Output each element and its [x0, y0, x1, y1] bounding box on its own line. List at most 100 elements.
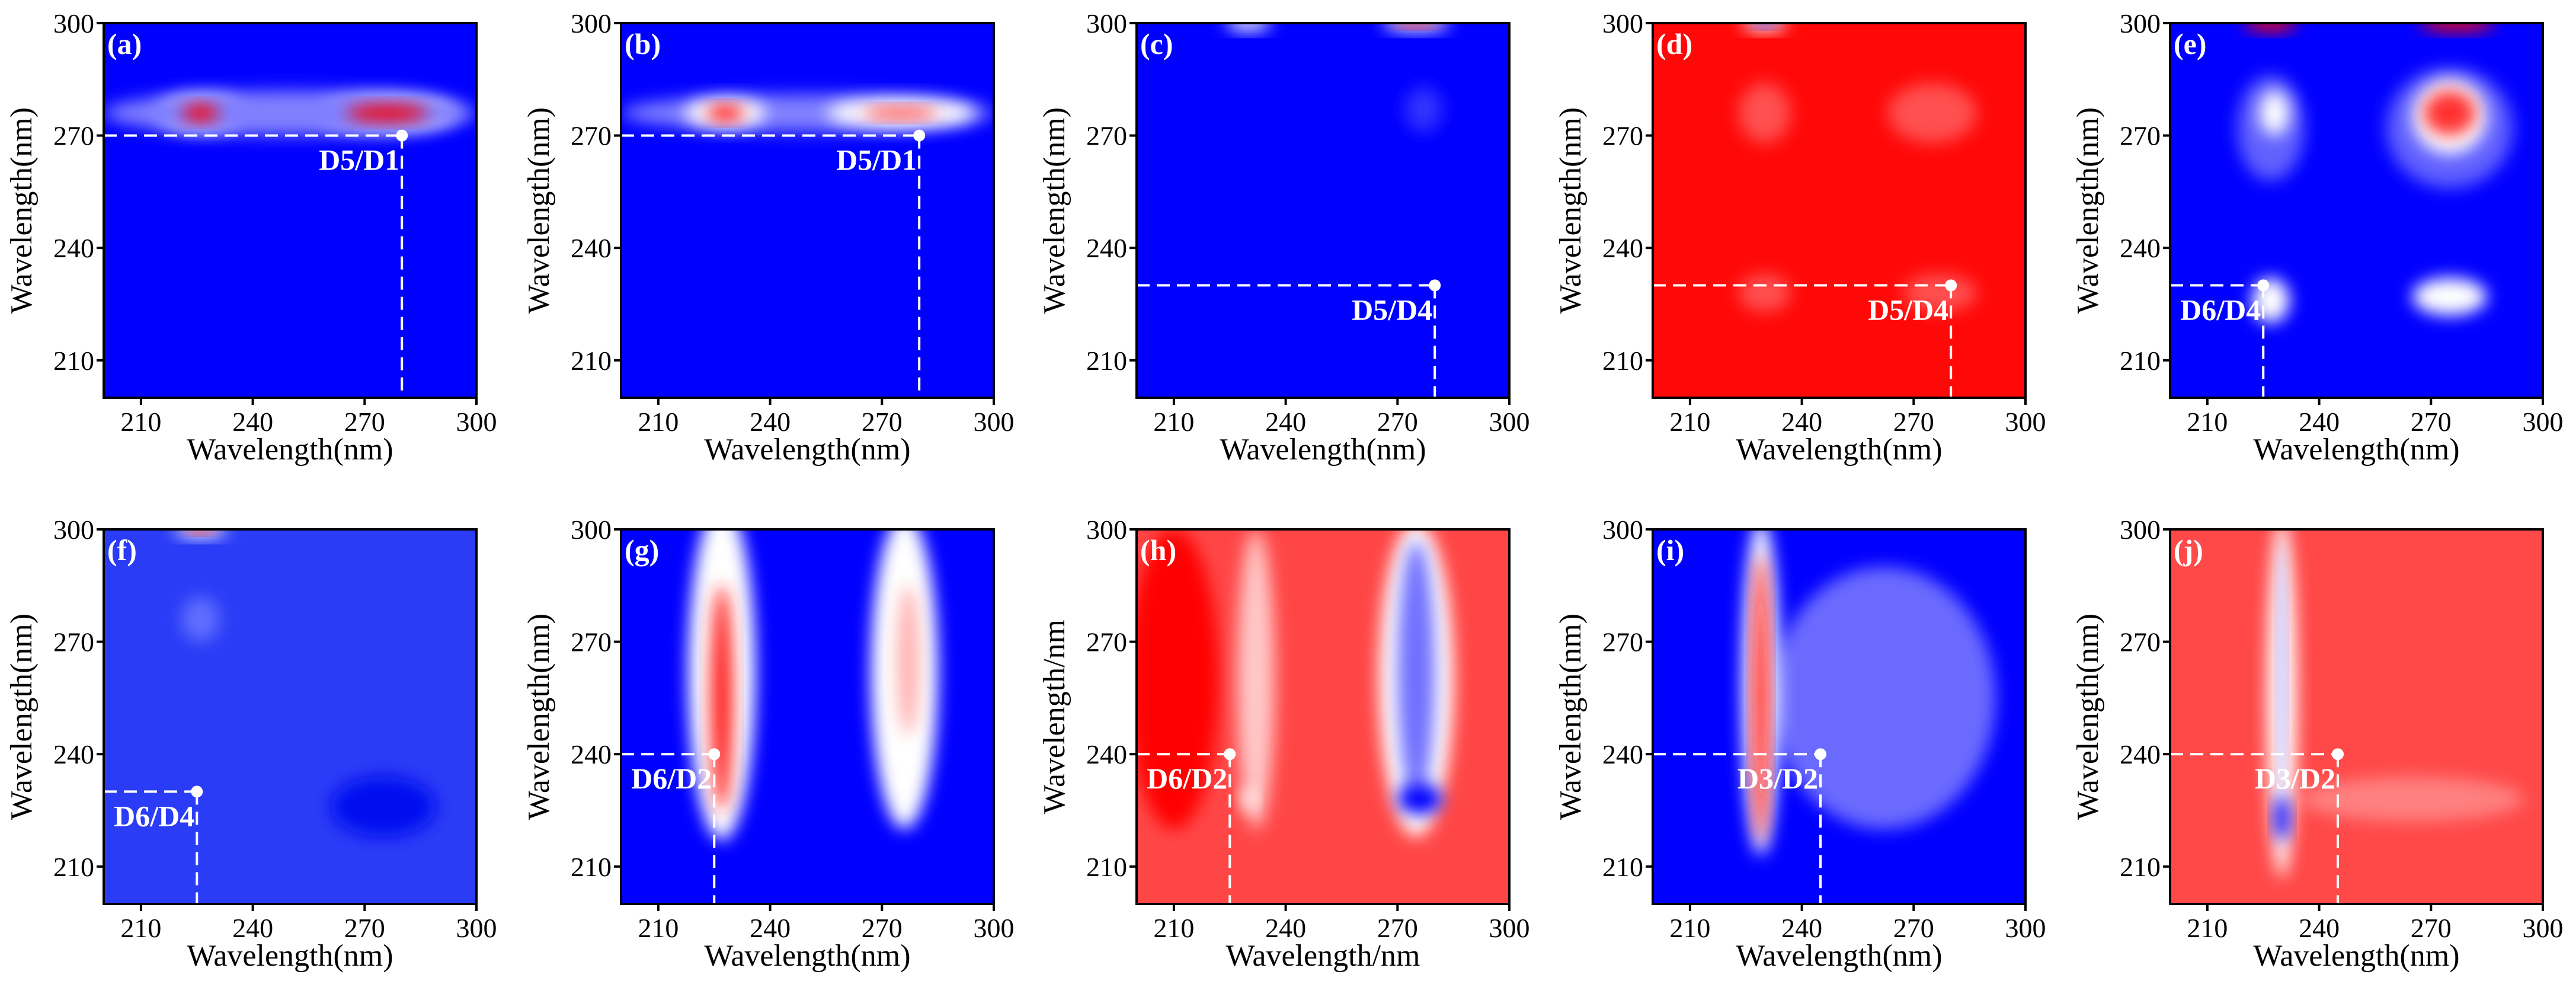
heatmap-feature	[706, 106, 744, 121]
panel-label: (f)	[107, 534, 137, 567]
x-axis-label: Wavelength(nm)	[1736, 433, 1942, 467]
y-axis-label: Wavelength(nm)	[1554, 107, 1588, 314]
plot-frame	[1652, 528, 2027, 905]
y-axis-label: Wavelength(nm)	[5, 107, 39, 314]
heatmap-feature	[2278, 540, 2286, 803]
x-tick-label: 210	[120, 407, 161, 437]
y-tick-label: 210	[53, 852, 94, 882]
x-tick-label: 240	[1781, 407, 1822, 437]
plot-area: D3/D2 (i)	[1653, 529, 2025, 904]
panel-label: (c)	[1140, 27, 1173, 60]
x-tick-label: 300	[2523, 407, 2564, 437]
x-tick-label: 240	[232, 913, 273, 943]
x-axis-label: Wavelength(nm)	[2253, 433, 2459, 467]
marker-label: D6/D2	[631, 762, 712, 795]
x-tick-label: 240	[2299, 913, 2340, 943]
plot-frame	[1135, 528, 1511, 905]
y-tick-label: 210	[1086, 346, 1127, 376]
plot-area: D3/D2 (j)	[2170, 529, 2543, 904]
marker-label: D3/D2	[2255, 762, 2335, 795]
x-tick-label: 210	[2187, 407, 2228, 437]
y-tick-label: 240	[2120, 739, 2161, 769]
marker-label: D6/D2	[1147, 762, 1227, 795]
y-tick-label: 270	[2120, 627, 2161, 657]
panel-c: D5/D4 (c) 210 240 270 300 210 240 270 300 Waveleng…	[1038, 8, 1530, 467]
x-tick-label: 210	[1153, 407, 1194, 437]
y-axis-label: Wavelength(nm)	[2071, 107, 2105, 314]
y-tick-label: 300	[2120, 8, 2161, 39]
heatmap-feature	[2412, 277, 2487, 315]
panel-label: (h)	[1140, 534, 1176, 567]
y-tick-label: 300	[571, 8, 612, 39]
x-tick-label: 300	[974, 913, 1015, 943]
heatmap-feature	[182, 596, 219, 642]
x-tick-label: 210	[638, 407, 679, 437]
heatmap-background	[621, 529, 994, 904]
panel-b: D5/D1 (b) 210 240 270 300 210 240 270 300 Waveleng…	[522, 8, 1015, 467]
heatmap-background	[104, 529, 476, 904]
heatmap-feature	[2244, 23, 2297, 31]
x-tick-label: 300	[2005, 407, 2046, 437]
x-tick-label: 300	[456, 913, 497, 943]
x-tick-label: 240	[2299, 407, 2340, 437]
heatmap-background	[1653, 23, 2025, 398]
plot-area: D5/D4 (d)	[1653, 23, 2025, 398]
heatmap-background	[2170, 23, 2543, 398]
heatmap-feature	[1241, 788, 1256, 811]
panel-label: (i)	[1656, 534, 1684, 567]
panel-label: (b)	[625, 27, 661, 60]
marker-point	[396, 129, 408, 142]
panel-g: D6/D2 (g) 210 240 270 300 210 240 270 300 Waveleng…	[522, 515, 1015, 973]
y-tick-label: 270	[571, 627, 612, 657]
x-tick-label: 270	[2411, 407, 2452, 437]
heatmap-feature	[1225, 23, 1271, 31]
y-tick-label: 210	[1602, 346, 1643, 376]
x-tick-label: 270	[1893, 407, 1934, 437]
marker-label: D5/D1	[836, 143, 917, 177]
heatmap-feature	[1237, 529, 1275, 829]
x-tick-label: 270	[1893, 913, 1934, 943]
plot-frame	[103, 22, 478, 399]
x-tick-label: 210	[638, 913, 679, 943]
x-axis-label: Wavelength(nm)	[187, 433, 393, 467]
marker-point	[191, 785, 203, 798]
marker-point	[1224, 748, 1236, 761]
x-axis-label: Wavelength(nm)	[1736, 939, 1942, 973]
heatmap-feature	[2300, 777, 2524, 822]
y-tick-label: 270	[1602, 627, 1643, 657]
marker-point	[1429, 279, 1441, 292]
y-tick-label: 270	[53, 627, 94, 657]
heatmap-feature	[897, 585, 920, 736]
y-tick-label: 210	[53, 346, 94, 376]
y-tick-label: 300	[2120, 515, 2161, 545]
y-tick-label: 210	[571, 852, 612, 882]
plot-area: D6/D4 (f)	[104, 529, 476, 904]
x-tick-label: 270	[862, 407, 903, 437]
plot-frame	[103, 528, 478, 905]
marker-point	[2332, 748, 2344, 761]
y-axis-label: Wavelength(nm)	[1038, 107, 1071, 314]
heatmap-background	[104, 23, 476, 398]
marker-label: D6/D4	[114, 799, 194, 832]
x-tick-label: 210	[1153, 913, 1194, 943]
plot-frame	[2169, 22, 2544, 399]
y-axis-label: Wavelength(nm)	[522, 614, 556, 820]
marker-point	[913, 129, 926, 142]
y-axis-label: Wavelength(nm)	[5, 614, 39, 820]
panel-label: (d)	[1656, 27, 1692, 60]
x-axis-label: Wavelength(nm)	[187, 939, 393, 973]
plot-area: D5/D1 (a)	[104, 23, 476, 398]
y-tick-label: 240	[1086, 739, 1127, 769]
y-tick-label: 210	[1086, 852, 1127, 882]
heatmap-feature	[2274, 795, 2290, 841]
heatmap-feature	[1404, 87, 1442, 132]
x-tick-label: 240	[750, 407, 791, 437]
marker-label: D5/D4	[1868, 293, 1948, 326]
panel-i: D3/D2 (i) 210 240 270 300 210 240 270 300 Waveleng…	[1554, 515, 2046, 973]
marker-point	[1815, 748, 1827, 761]
heatmap-feature	[1902, 274, 1977, 312]
marker-label: D5/D4	[1352, 293, 1432, 326]
x-tick-label: 270	[1377, 913, 1418, 943]
x-axis-label: Wavelength(nm)	[704, 433, 910, 467]
